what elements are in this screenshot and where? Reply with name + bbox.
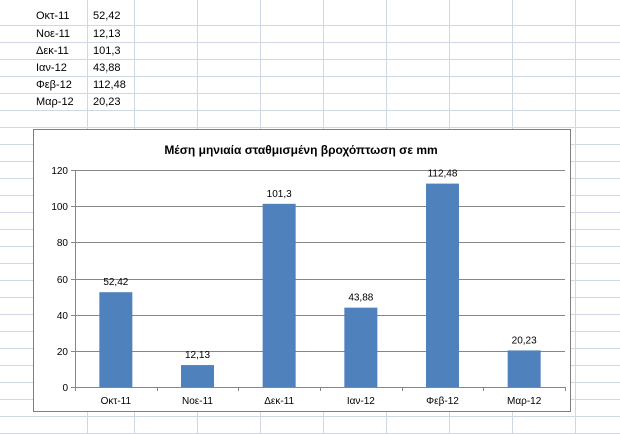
plot-bars bbox=[99, 183, 541, 387]
cell-rainfall[interactable]: 20,23 bbox=[93, 96, 121, 108]
cell-month[interactable]: Νοε-11 bbox=[36, 28, 71, 40]
cell-rainfall[interactable]: 112,48 bbox=[93, 79, 126, 91]
plot-labels: 0 20 40 60 80 100 120 52,42 Οκτ-11 12,13 Νοε-11 101… bbox=[51, 166, 541, 407]
chart-object[interactable]: Μέση μηνιαία σταθμισμένη βροχόπτωση σε m… bbox=[33, 129, 571, 412]
x-tick-label: Μαρ-12 bbox=[507, 396, 542, 407]
cell-rainfall[interactable]: 12,13 bbox=[93, 28, 121, 40]
data-label: 20,23 bbox=[512, 335, 537, 346]
y-tick-label: 40 bbox=[57, 311, 69, 322]
x-tick-label: Νοε-11 bbox=[182, 396, 213, 407]
y-tick-label: 20 bbox=[57, 347, 69, 358]
cell-rainfall[interactable]: 43,88 bbox=[93, 62, 121, 74]
bar[interactable] bbox=[426, 183, 459, 387]
x-tick-label: Δεκ-11 bbox=[264, 396, 294, 407]
cell-month[interactable]: Δεκ-11 bbox=[36, 45, 69, 57]
plot-gridlines bbox=[71, 170, 566, 391]
data-label: 112,48 bbox=[428, 169, 458, 180]
x-tick-label: Φεβ-12 bbox=[426, 396, 459, 407]
data-label: 101,3 bbox=[267, 189, 292, 200]
cell-rainfall[interactable]: 101,3 bbox=[93, 45, 121, 57]
y-tick-label: 80 bbox=[57, 238, 69, 249]
y-tick-label: 100 bbox=[51, 202, 68, 213]
cell-month[interactable]: Ιαν-12 bbox=[36, 62, 67, 74]
y-tick-label: 0 bbox=[62, 383, 68, 394]
bar-chart: Μέση μηνιαία σταθμισμένη βροχόπτωση σε m… bbox=[51, 143, 566, 407]
x-tick-label: Οκτ-11 bbox=[101, 396, 132, 407]
cell-month[interactable]: Φεβ-12 bbox=[36, 79, 72, 91]
bar[interactable] bbox=[507, 350, 541, 387]
bar[interactable] bbox=[262, 203, 296, 387]
data-label: 12,13 bbox=[185, 350, 210, 361]
chart-title: Μέση μηνιαία σταθμισμένη βροχόπτωση σε m… bbox=[164, 143, 437, 157]
cell-month[interactable]: Μαρ-12 bbox=[36, 96, 74, 108]
cell-rainfall[interactable]: 52,42 bbox=[93, 10, 121, 22]
data-label: 52,42 bbox=[103, 277, 128, 288]
bar[interactable] bbox=[99, 292, 133, 387]
bar[interactable] bbox=[344, 307, 378, 387]
data-label: 43,88 bbox=[348, 293, 373, 304]
bar[interactable] bbox=[181, 365, 214, 387]
x-tick-label: Ιαν-12 bbox=[347, 396, 375, 407]
cell-month[interactable]: Οκτ-11 bbox=[36, 10, 70, 22]
y-tick-label: 120 bbox=[51, 166, 68, 177]
y-tick-label: 60 bbox=[57, 275, 69, 286]
